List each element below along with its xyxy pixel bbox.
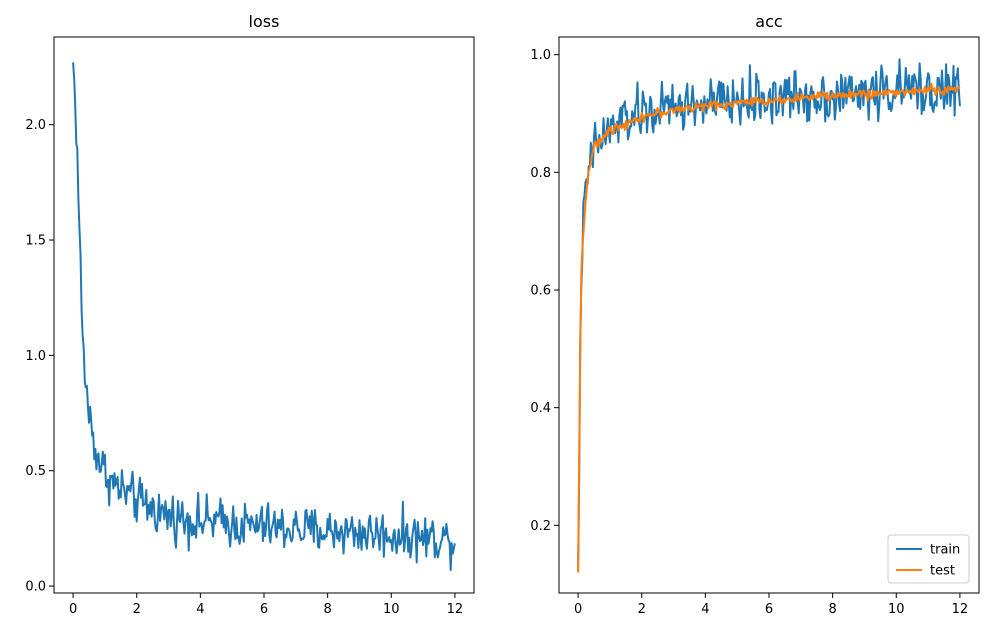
chart-title: acc: [755, 12, 782, 31]
x-tick-label: 10: [888, 602, 905, 617]
y-tick-label: 1.0: [25, 349, 46, 364]
y-tick-label: 0.6: [530, 283, 551, 298]
legend-label-train: train: [930, 543, 960, 558]
test-line: [577, 82, 961, 573]
x-tick-label: 6: [765, 602, 773, 617]
x-tick-label: 0: [574, 602, 582, 617]
train-line: [577, 58, 961, 573]
x-tick-label: 0: [69, 602, 77, 617]
y-tick-label: 0.2: [530, 519, 551, 534]
x-tick-label: 12: [952, 602, 969, 617]
x-tick-label: 8: [323, 602, 331, 617]
x-tick-label: 8: [828, 602, 836, 617]
x-tick-label: 2: [638, 602, 646, 617]
axes-frame: [53, 36, 475, 594]
y-tick-label: 0.0: [25, 580, 46, 595]
x-tick-label: 2: [133, 602, 141, 617]
loss-line: [72, 62, 456, 572]
x-tick-label: 4: [196, 602, 204, 617]
x-tick-label: 4: [701, 602, 709, 617]
loss-axes: loss 0 2 4 6 8 10 12 0.0 0.5 1.0 1.5 2.0: [25, 12, 475, 617]
chart-title: loss: [249, 12, 280, 31]
x-tick-label: 6: [260, 602, 268, 617]
y-tick-label: 1.5: [25, 234, 46, 249]
x-tick-label: 12: [447, 602, 464, 617]
legend-label-test: test: [930, 564, 955, 579]
y-tick-label: 0.4: [530, 401, 551, 416]
x-tick-label: 10: [383, 602, 400, 617]
y-tick-label: 0.8: [530, 166, 551, 181]
y-tick-label: 1.0: [530, 48, 551, 63]
acc-axes: acc 0 2 4 6 8 10 12 0.2 0.4 0.6 0.8 1.0 train test: [530, 12, 980, 617]
legend: train test: [887, 534, 970, 584]
y-tick-label: 0.5: [25, 464, 46, 479]
y-tick-label: 2.0: [25, 118, 46, 133]
